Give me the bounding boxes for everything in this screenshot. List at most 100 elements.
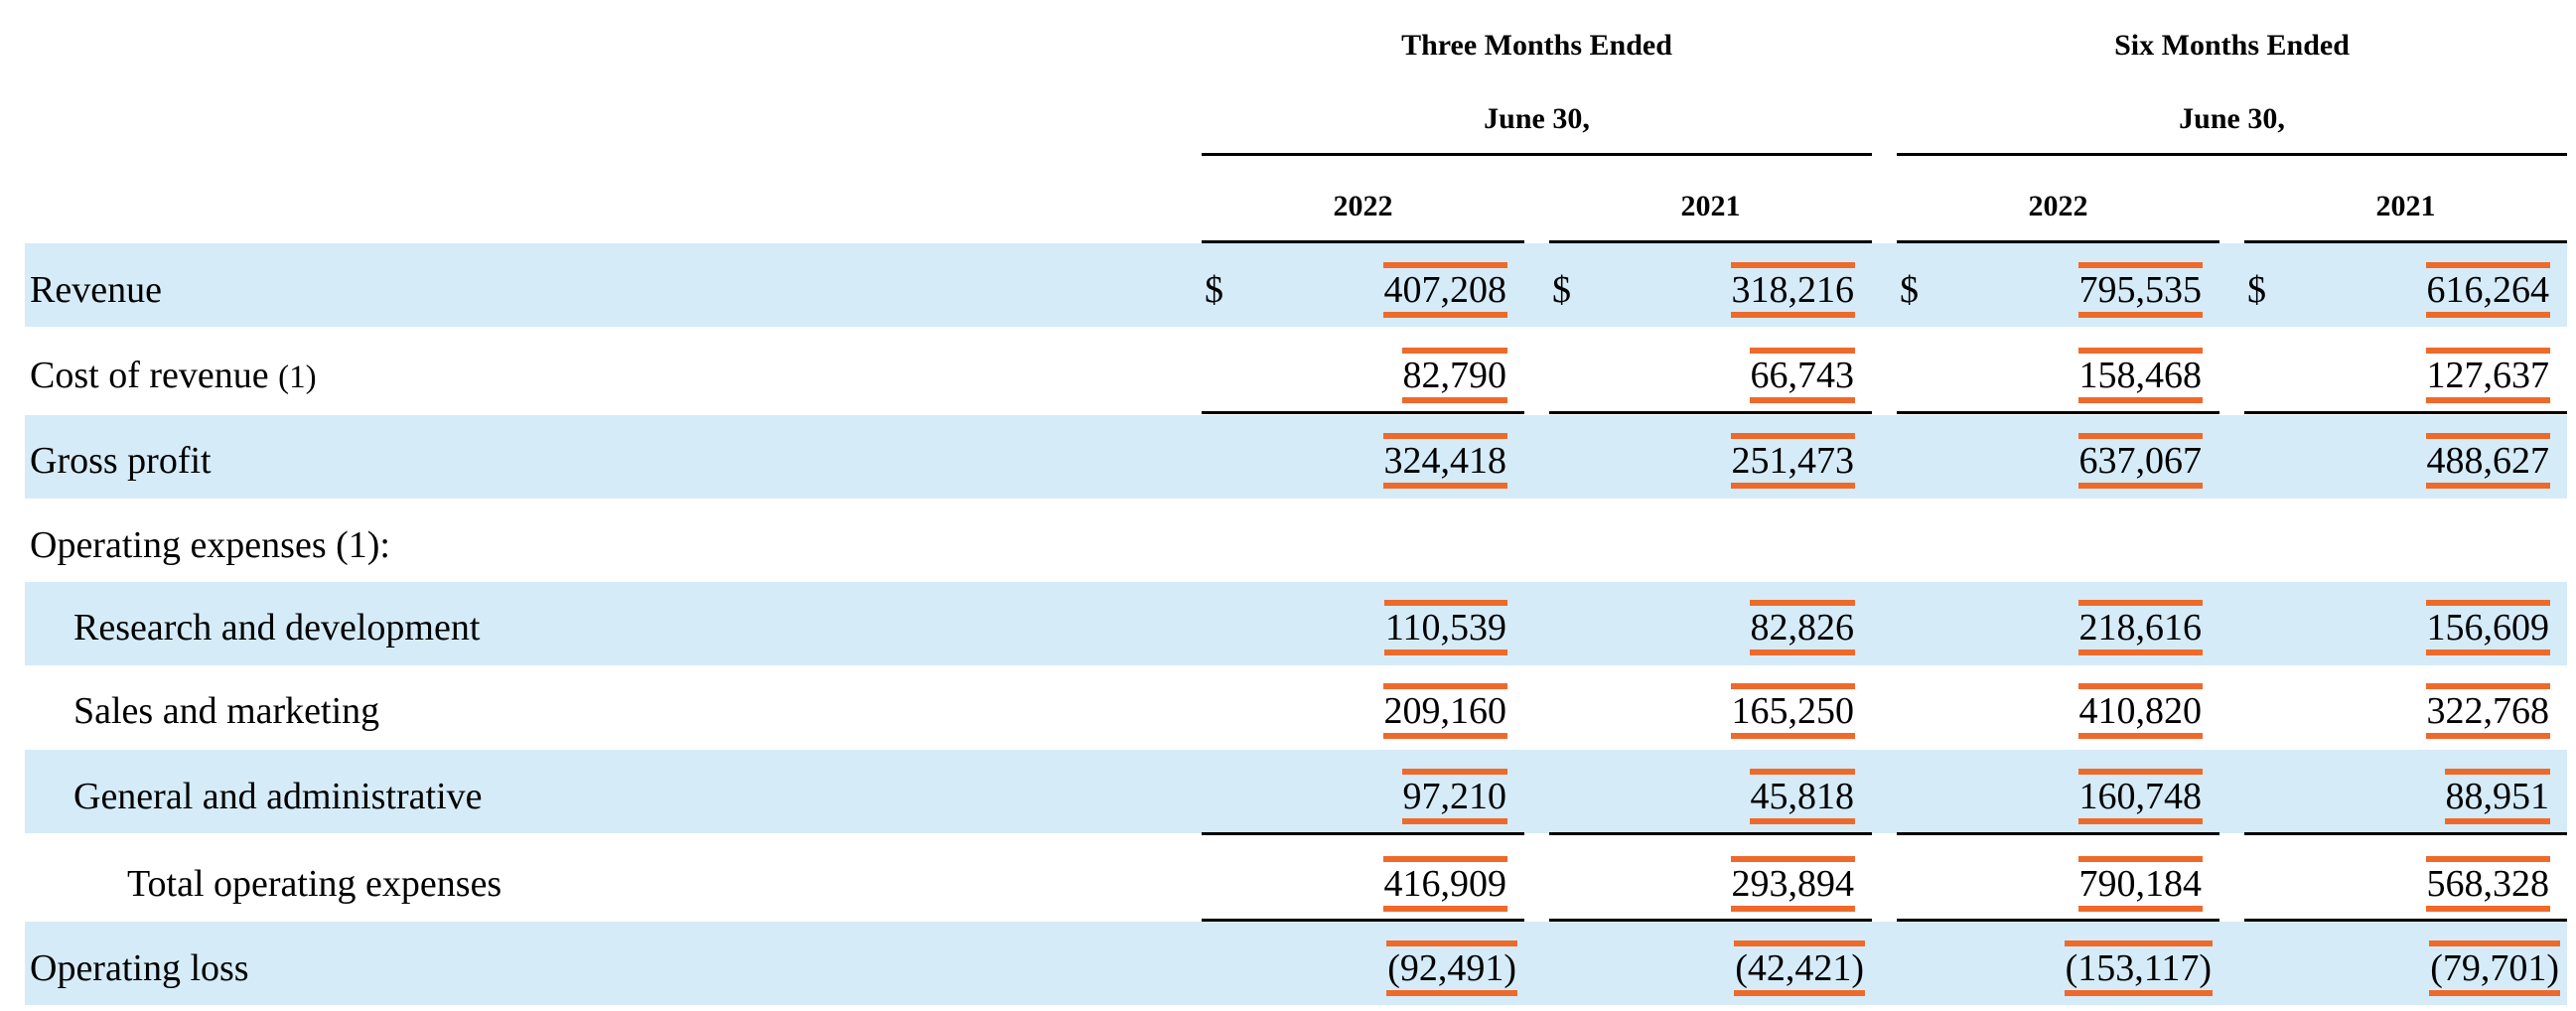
table-cell: 82,826 — [1549, 600, 1855, 655]
cell-value: 795,535 — [2077, 262, 2203, 318]
subtotal-rule-cost-1 — [1202, 411, 1524, 414]
cell-value: 97,210 — [1401, 769, 1507, 824]
year-header-1: 2022 — [1333, 190, 1393, 222]
row-label-operating-loss: Operating loss — [30, 947, 249, 989]
row-label-gross-profit: Gross profit — [30, 440, 212, 482]
total-rule-3 — [1897, 919, 2219, 922]
cell-value: 568,328 — [2425, 856, 2550, 912]
table-cell: 416,909 — [1202, 856, 1507, 912]
cell-value: 318,216 — [1730, 262, 1855, 318]
cell-value: 407,208 — [1382, 262, 1507, 318]
cell-value: 324,418 — [1382, 433, 1507, 489]
year-rule-2 — [1549, 240, 1872, 243]
cell-value: (42,421) — [1734, 940, 1865, 996]
cell-value: 322,768 — [2425, 683, 2550, 739]
cell-value: 218,616 — [2077, 600, 2203, 655]
cell-value: 616,264 — [2425, 262, 2550, 318]
row-label-sales: Sales and marketing — [73, 690, 380, 732]
cell-value: (79,701) — [2429, 940, 2560, 996]
cell-value: 251,473 — [1730, 433, 1855, 489]
row-label-cost-of-revenue: Cost of revenue (1) — [30, 354, 317, 399]
table-cell: 322,768 — [2244, 683, 2550, 739]
table-cell: 324,418 — [1202, 433, 1507, 489]
table-cell: 165,250 — [1549, 683, 1855, 739]
subtotal-rule-opex-2 — [1549, 832, 1872, 835]
table-cell: 82,790 — [1202, 348, 1507, 403]
cell-value: 158,468 — [2077, 348, 2203, 403]
table-cell: 110,539 — [1202, 600, 1507, 655]
table-cell: 158,468 — [1897, 348, 2203, 403]
row-label-revenue: Revenue — [30, 269, 162, 311]
currency-symbol: $ — [2247, 269, 2266, 311]
cell-value: 637,067 — [2077, 433, 2203, 489]
cell-value: 160,748 — [2077, 769, 2203, 824]
cell-value: 82,826 — [1749, 600, 1855, 655]
year-header-4: 2021 — [2375, 190, 2436, 222]
table-cell: 66,743 — [1549, 348, 1855, 403]
row-label-research: Research and development — [73, 607, 481, 649]
table-cell: 790,184 — [1897, 856, 2203, 912]
table-cell: 293,894 — [1549, 856, 1855, 912]
cell-value: (92,491) — [1386, 940, 1517, 996]
row-label-total-opex: Total operating expenses — [127, 863, 502, 905]
header-three-months-date: June 30, — [1484, 102, 1590, 135]
year-header-2: 2021 — [1680, 190, 1741, 222]
subtotal-rule-cost-2 — [1549, 411, 1872, 414]
table-cell: 97,210 — [1202, 769, 1507, 824]
cell-value: 82,790 — [1401, 348, 1507, 403]
footnote-ref: (1) — [278, 360, 317, 395]
currency-symbol: $ — [1552, 269, 1571, 311]
cell-value: 410,820 — [2077, 683, 2203, 739]
table-cell: (153,117) — [1897, 940, 2213, 996]
subtotal-rule-cost-4 — [2244, 411, 2567, 414]
table-cell: 488,627 — [2244, 433, 2550, 489]
table-cell: (79,701) — [2244, 940, 2560, 996]
table-cell: 637,067 — [1897, 433, 2203, 489]
subtotal-rule-opex-3 — [1897, 832, 2219, 835]
cell-value: 416,909 — [1382, 856, 1507, 912]
table-cell: 45,818 — [1549, 769, 1855, 824]
header-six-months-date: June 30, — [2179, 102, 2285, 135]
cell-value: 209,160 — [1382, 683, 1507, 739]
row-label-text: Cost of revenue — [30, 355, 269, 396]
table-cell: 318,216 — [1549, 262, 1855, 318]
table-cell: 127,637 — [2244, 348, 2550, 403]
cell-value: 45,818 — [1749, 769, 1855, 824]
cell-value: 488,627 — [2425, 433, 2550, 489]
year-rule-3 — [1897, 240, 2219, 243]
row-label-general: General and administrative — [73, 776, 483, 817]
subtotal-rule-cost-3 — [1897, 411, 2219, 414]
header-rule-six-months — [1897, 153, 2567, 156]
table-cell: 160,748 — [1897, 769, 2203, 824]
cell-value: (153,117) — [2064, 940, 2213, 996]
cell-value: 66,743 — [1749, 348, 1855, 403]
table-cell: 410,820 — [1897, 683, 2203, 739]
table-cell: (42,421) — [1549, 940, 1865, 996]
table-cell: 209,160 — [1202, 683, 1507, 739]
currency-symbol: $ — [1205, 269, 1223, 311]
total-rule-2 — [1549, 919, 1872, 922]
year-rule-4 — [2244, 240, 2567, 243]
table-cell: 218,616 — [1897, 600, 2203, 655]
year-rule-1 — [1202, 240, 1524, 243]
table-cell: 795,535 — [1897, 262, 2203, 318]
table-cell: 251,473 — [1549, 433, 1855, 489]
total-rule-4 — [2244, 919, 2567, 922]
cell-value: 127,637 — [2425, 348, 2550, 403]
table-cell: (92,491) — [1202, 940, 1517, 996]
total-rule-1 — [1202, 919, 1524, 922]
table-cell: 568,328 — [2244, 856, 2550, 912]
cell-value: 165,250 — [1730, 683, 1855, 739]
cell-value: 293,894 — [1730, 856, 1855, 912]
table-cell: 616,264 — [2244, 262, 2550, 318]
cell-value: 110,539 — [1383, 600, 1507, 655]
cell-value: 88,951 — [2444, 769, 2550, 824]
subtotal-rule-opex-4 — [2244, 832, 2567, 835]
cell-value: 156,609 — [2425, 600, 2550, 655]
currency-symbol: $ — [1900, 269, 1919, 311]
table-cell: 407,208 — [1202, 262, 1507, 318]
header-rule-three-months — [1202, 153, 1872, 156]
table-cell: 88,951 — [2244, 769, 2550, 824]
header-three-months: Three Months Ended — [1401, 29, 1672, 62]
row-label-operating-expenses: Operating expenses (1): — [30, 524, 390, 566]
